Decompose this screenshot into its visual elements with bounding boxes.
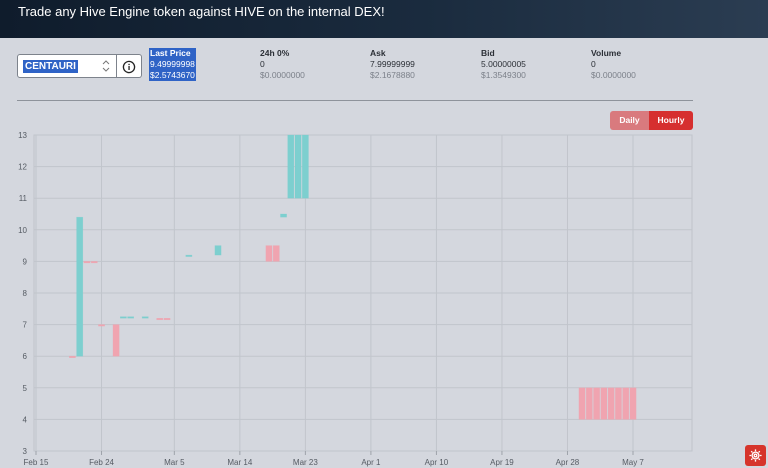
divider (17, 100, 693, 101)
token-info-button[interactable] (117, 54, 142, 78)
token-select-value: CENTAURI (23, 60, 78, 73)
candle (272, 245, 280, 262)
candle (120, 316, 127, 319)
y-tick-label: 6 (23, 352, 28, 361)
stat-bid: Bid 5.00000005 $1.3549300 (481, 48, 526, 81)
x-tick-label: Apr 1 (361, 458, 381, 467)
x-tick-label: Mar 5 (164, 458, 185, 467)
x-tick-label: Feb 24 (89, 458, 114, 467)
candle (98, 324, 105, 327)
page-banner: Trade any Hive Engine token against HIVE… (0, 0, 768, 38)
candle (83, 261, 91, 264)
candle (294, 134, 302, 199)
stat-label: Last Price (149, 48, 196, 59)
x-tick-label: May 7 (622, 458, 644, 467)
x-tick-label: Apr 10 (425, 458, 449, 467)
candle (600, 387, 608, 420)
stat-label: Volume (591, 48, 622, 58)
x-tick-label: Mar 14 (227, 458, 252, 467)
stat-label: 24h 0% (260, 48, 290, 58)
y-tick-label: 3 (23, 447, 28, 456)
stat-label: Ask (370, 48, 386, 58)
candle (585, 387, 593, 420)
candle (287, 134, 295, 199)
x-tick-label: Mar 23 (293, 458, 318, 467)
y-tick-label: 7 (23, 321, 28, 330)
candle (112, 324, 120, 357)
candle (156, 318, 164, 321)
token-select[interactable]: CENTAURI (17, 54, 117, 78)
stat-value: 7.99999999 (370, 59, 415, 69)
candle (163, 318, 171, 321)
y-tick-label: 10 (18, 226, 27, 235)
y-tick-label: 9 (23, 257, 28, 266)
candle (90, 261, 98, 264)
gear-icon (749, 449, 762, 462)
info-icon (122, 60, 136, 74)
x-tick-label: Apr 28 (556, 458, 580, 467)
candle (127, 316, 134, 319)
settings-button[interactable] (745, 445, 766, 466)
y-tick-label: 12 (18, 163, 27, 172)
price-chart[interactable]: 3 4 5 6 7 8 9 10 11 12 13 Feb 15 Feb 24 Mar 5 Mar 14 Ma… (0, 128, 700, 468)
stat-label: Bid (481, 48, 495, 58)
candle (629, 387, 637, 420)
y-tick-label: 5 (23, 384, 28, 393)
stat-usd: $2.5743670 (149, 70, 196, 81)
y-tick-label: 4 (23, 415, 28, 424)
stat-usd: $0.0000000 (260, 70, 305, 80)
candle (76, 216, 84, 357)
candle (578, 387, 586, 420)
stat-value: 0 (260, 59, 265, 69)
candle (214, 245, 222, 256)
stat-value: 0 (591, 59, 596, 69)
candle (69, 355, 76, 358)
stat-last-price: Last Price 9.49999998 $2.5743670 (149, 48, 196, 81)
hourly-toggle-button[interactable]: Hourly (649, 111, 693, 130)
candle (593, 387, 600, 420)
candle (141, 316, 149, 319)
stat-value: 5.00000005 (481, 59, 526, 69)
page-title: Trade any Hive Engine token against HIVE… (18, 4, 385, 19)
y-tick-label: 13 (18, 131, 27, 140)
stat-ask: Ask 7.99999999 $2.1678880 (370, 48, 415, 81)
stat-24h-change: 24h 0% 0 $0.0000000 (260, 48, 305, 81)
updown-arrows-icon (102, 60, 110, 72)
stat-usd: $2.1678880 (370, 70, 415, 80)
candle (265, 245, 273, 262)
stat-usd: $1.3549300 (481, 70, 526, 80)
candle (185, 254, 193, 257)
candle (607, 387, 615, 420)
x-tick-label: Feb 15 (24, 458, 49, 467)
y-tick-label: 11 (19, 194, 28, 203)
candle (622, 387, 630, 420)
stat-volume: Volume 0 $0.0000000 (591, 48, 636, 81)
x-tick-label: Apr 19 (490, 458, 514, 467)
y-tick-label: 8 (23, 289, 28, 298)
stat-value: 9.49999998 (149, 59, 196, 70)
candle (302, 134, 309, 199)
candle (280, 213, 287, 218)
stat-usd: $0.0000000 (591, 70, 636, 80)
daily-toggle-button[interactable]: Daily (610, 111, 649, 130)
candle (615, 387, 622, 420)
